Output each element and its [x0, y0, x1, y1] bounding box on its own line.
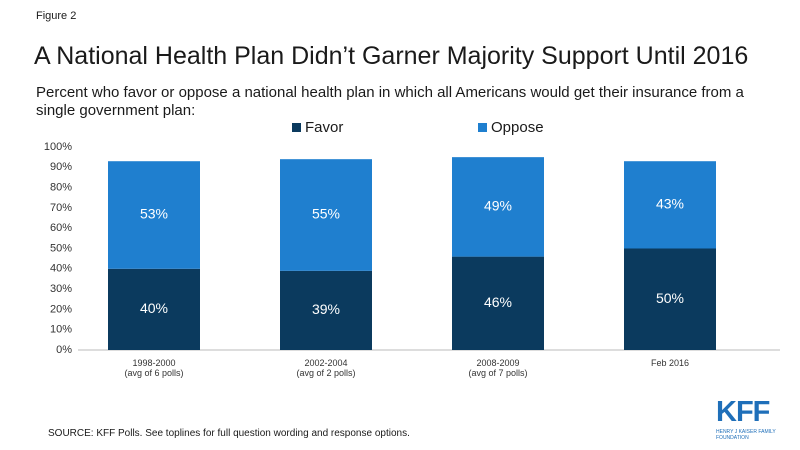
x-tick-line: 1998-2000 — [132, 358, 175, 368]
x-tick-line: (avg of 6 polls) — [124, 368, 183, 378]
value-label: 46% — [484, 294, 512, 310]
bar-segment — [624, 161, 716, 249]
chart-subtitle: Percent who favor or oppose a national h… — [36, 84, 744, 119]
y-tick-label: 0% — [56, 344, 72, 356]
y-tick-label: 20% — [50, 303, 72, 315]
bar-segment — [280, 159, 372, 271]
bar-segment — [280, 270, 372, 350]
x-tick-label: 1998-2000 (avg of 6 polls) — [124, 358, 183, 378]
logo-name: KFF — [716, 396, 770, 428]
x-tick-line: 2002-2004 — [304, 358, 347, 368]
y-tick-label: 40% — [50, 263, 72, 275]
y-tick-label: 70% — [50, 202, 72, 214]
value-label: 50% — [656, 290, 684, 306]
bar-segment — [452, 157, 544, 257]
y-tick-label: 80% — [50, 182, 72, 194]
bar-segment — [108, 268, 200, 350]
bar-segment — [452, 256, 544, 350]
y-tick-label: 100% — [44, 141, 72, 153]
value-label: 43% — [656, 196, 684, 212]
x-tick-line: (avg of 7 polls) — [468, 368, 527, 378]
legend-label: Oppose — [491, 119, 544, 136]
legend-swatch — [478, 123, 487, 132]
y-tick-label: 10% — [50, 324, 72, 336]
bar-segment — [624, 248, 716, 350]
x-tick-label: 2008-2009 (avg of 7 polls) — [468, 358, 527, 378]
x-tick-line: 2008-2009 — [476, 358, 519, 368]
value-label: 55% — [312, 206, 340, 222]
y-tick-label: 60% — [50, 222, 72, 234]
logo-subtitle: HENRY J KAISER FAMILY FOUNDATION — [716, 429, 776, 441]
figure-label: Figure 2 — [36, 10, 77, 22]
y-tick-label: 50% — [50, 242, 72, 254]
x-tick-label: Feb 2016 — [651, 358, 689, 368]
chart-title: A National Health Plan Didn’t Garner Maj… — [34, 42, 749, 70]
value-label: 40% — [140, 300, 168, 316]
x-tick-label: 2002-2004 (avg of 2 polls) — [296, 358, 355, 378]
value-label: 49% — [484, 198, 512, 214]
value-label: 39% — [312, 301, 340, 317]
y-tick-label: 30% — [50, 283, 72, 295]
source-note: SOURCE: KFF Polls. See toplines for full… — [48, 428, 410, 439]
legend-swatch — [292, 123, 301, 132]
bar-segment — [108, 161, 200, 269]
y-tick-label: 90% — [50, 161, 72, 173]
x-tick-line: Feb 2016 — [651, 358, 689, 368]
x-tick-line: (avg of 2 polls) — [296, 368, 355, 378]
legend-label: Favor — [305, 119, 343, 136]
value-label: 53% — [140, 206, 168, 222]
